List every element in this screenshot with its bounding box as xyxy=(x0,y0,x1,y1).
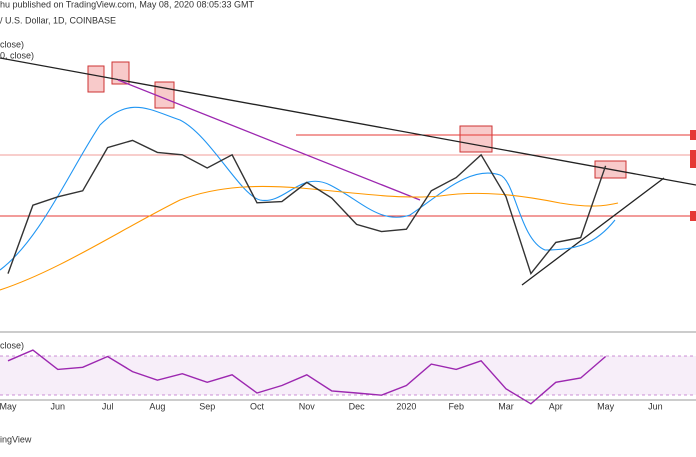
price-tag xyxy=(690,150,696,168)
zone-box xyxy=(111,61,130,85)
trend-line xyxy=(0,57,696,186)
rsi-band xyxy=(0,356,696,395)
published-line: hu published on TradingView.com, May 08,… xyxy=(0,0,254,9)
zone-box xyxy=(154,81,175,109)
x-tick-label: Mar xyxy=(498,401,514,411)
trend-line xyxy=(521,177,665,286)
x-tick-label: Sep xyxy=(199,401,215,411)
ma-label: close) xyxy=(0,39,24,49)
line-series xyxy=(7,139,607,276)
x-tick-label: May xyxy=(597,401,615,411)
line-series xyxy=(7,349,607,405)
footer: ingView xyxy=(0,434,32,444)
x-tick-label: Jun xyxy=(51,401,66,411)
price-tag xyxy=(690,130,696,140)
x-tick-label: Feb xyxy=(448,401,464,411)
x-tick-label: Jul xyxy=(102,401,114,411)
zone-box xyxy=(459,125,493,153)
x-tick-label: 2020 xyxy=(396,401,416,411)
trend-line xyxy=(117,79,421,201)
price-tag xyxy=(690,211,696,221)
moving-average xyxy=(0,185,619,291)
x-tick-label: Dec xyxy=(349,401,366,411)
x-tick-label: May xyxy=(0,401,17,411)
rsi-label: close) xyxy=(0,340,24,350)
symbol-line: / U.S. Dollar, 1D, COINBASE xyxy=(0,15,116,25)
ma-label: 0, close) xyxy=(0,50,34,60)
x-tick-label: Jun xyxy=(648,401,663,411)
x-tick-label: Oct xyxy=(250,401,265,411)
zone-box xyxy=(87,65,105,93)
x-tick-label: Aug xyxy=(149,401,165,411)
x-tick-label: Nov xyxy=(299,401,316,411)
x-tick-label: Apr xyxy=(549,401,563,411)
moving-average xyxy=(0,106,616,271)
